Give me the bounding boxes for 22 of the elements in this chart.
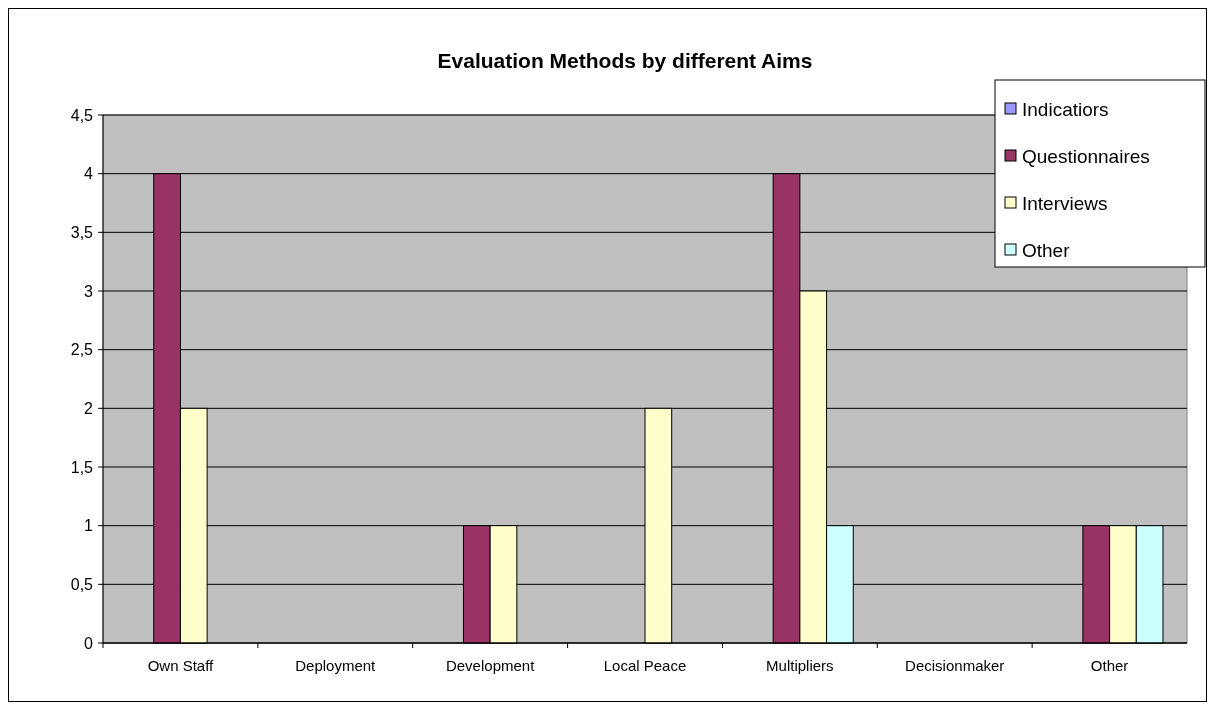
x-tick-label: Decisionmaker xyxy=(905,657,1005,674)
legend-label: Interviews xyxy=(1022,192,1108,214)
y-tick-label: 4 xyxy=(84,165,94,183)
legend-label: Questionnaires xyxy=(1022,145,1150,167)
y-tick-label: 0 xyxy=(84,634,94,652)
chart-title: Evaluation Methods by different Aims xyxy=(437,49,813,72)
x-tick-label: Deployment xyxy=(295,657,377,674)
y-tick-label: 4,5 xyxy=(70,106,94,124)
y-tick-label: 1 xyxy=(84,517,94,535)
y-tick-label: 2 xyxy=(84,399,94,417)
x-tick-label: Multipliers xyxy=(766,657,834,674)
y-tick-label: 3,5 xyxy=(70,223,94,241)
x-tick-label: Development xyxy=(445,657,536,674)
x-tick-label: Other xyxy=(1090,657,1129,674)
legend-label: Other xyxy=(1022,239,1071,261)
x-tick-label: Own Staff xyxy=(147,657,215,674)
legend-label: Indicatiors xyxy=(1022,98,1109,120)
y-tick-label: 3 xyxy=(84,282,94,300)
y-tick-label: 2,5 xyxy=(70,341,94,359)
x-tick-label: Local Peace xyxy=(603,657,687,674)
y-tick-label: 1,5 xyxy=(70,458,94,476)
y-tick-label: 0,5 xyxy=(70,575,94,593)
